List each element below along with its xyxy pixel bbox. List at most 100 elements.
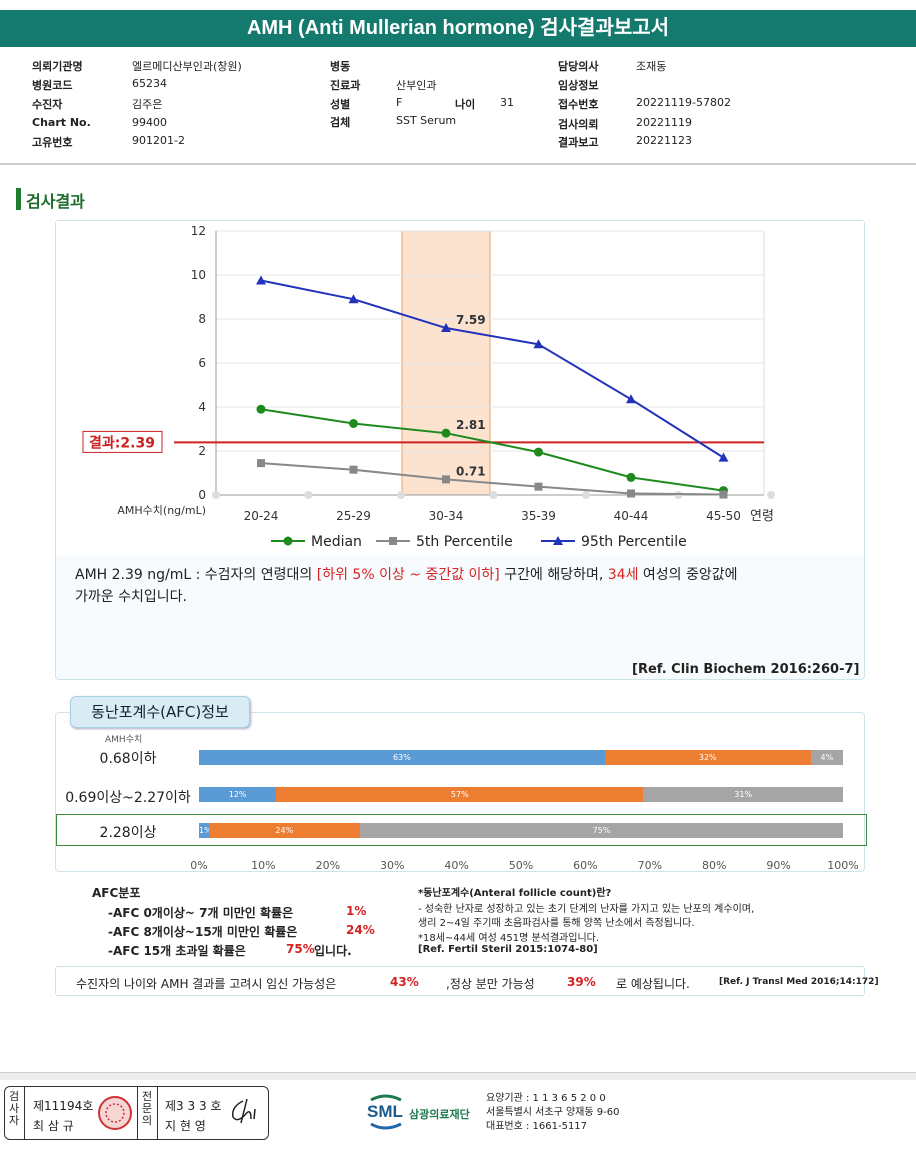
series-point	[256, 404, 266, 414]
afc-x-tick: 40%	[444, 859, 469, 872]
value-report-date: 20221123	[636, 134, 692, 147]
doctor-label: 전문의	[141, 1090, 153, 1127]
divider	[157, 1087, 158, 1139]
afc-x-tick: 60%	[573, 859, 598, 872]
series-point	[441, 323, 451, 333]
afc-dist-3: -AFC 15개 초과일 확률은 75% 입니다.	[108, 942, 352, 959]
desc-range: [하위 5% 이상 ~ 중간값 이하]	[316, 567, 500, 583]
afc-x-tick: 50%	[508, 859, 534, 872]
desc-part3: 구간에 해당하며,	[499, 567, 608, 583]
data-label: 7.59	[456, 313, 486, 327]
data-label: 2.81	[456, 418, 486, 432]
divider	[24, 1087, 25, 1139]
label-chart-no: Chart No.	[32, 116, 91, 129]
org-name: 삼광의료재단	[409, 1108, 470, 1121]
addr-line-2: 서울특별시 서초구 양재동 9-60	[486, 1107, 620, 1118]
afc-note-1: *동난포계수(Anteral follicle count)란?	[418, 888, 612, 899]
afc-segment: 1%	[199, 823, 209, 838]
label-request-date: 검사의뢰	[558, 118, 599, 131]
x-axis-dot	[304, 491, 313, 499]
sml-logo-icon	[370, 1094, 402, 1130]
x-tick-label: 40-44	[614, 509, 649, 523]
afc-dist-1: -AFC 0개이상~ 7개 미만인 확률은 1%	[108, 904, 366, 921]
label-specimen: 검체	[330, 116, 351, 129]
afc-dist-1-text: -AFC 0개이상~ 7개 미만인 확률은	[108, 906, 294, 920]
afc-note-ref: [Ref. Fertil Steril 2015:1074-80]	[418, 944, 598, 955]
series-point	[256, 275, 266, 285]
afc-x-tick: 10%	[251, 859, 276, 872]
afc-x-tick: 20%	[315, 859, 341, 872]
afc-x-tick: 30%	[379, 859, 405, 872]
label-receipt-no: 접수번호	[558, 98, 599, 111]
y-tick-label: 10	[191, 268, 206, 282]
series-point	[534, 447, 543, 457]
series-point	[718, 452, 729, 462]
series-point	[349, 465, 358, 474]
preg-text-1: 수진자의 나이와 AMH 결과를 고려시 임신 가능성은	[76, 977, 337, 991]
label-report-date: 결과보고	[558, 136, 599, 149]
section-title: 검사결과	[26, 192, 85, 211]
afc-x-tick: 90%	[766, 859, 791, 872]
report-title: AMH (Anti Mullerian hormone) 검사결과보고서	[0, 10, 916, 47]
afc-note-3: 생리 2~4일 주기때 초음파검사를 통해 양쪽 난소에서 측정됩니다.	[418, 918, 695, 929]
data-label: 0.71	[456, 464, 486, 478]
value-doctor: 조재동	[636, 60, 667, 73]
y-tick-label: 0	[198, 488, 206, 502]
legend-marker	[283, 536, 293, 546]
x-tick-label: 30-34	[429, 509, 464, 523]
lab-name: 최 삼 규	[33, 1119, 74, 1133]
x-axis-dot	[582, 491, 590, 499]
preg-value-2: 39%	[567, 975, 596, 989]
footer-divider	[0, 1072, 916, 1080]
x-axis-dot	[212, 491, 220, 499]
y-tick-label: 6	[198, 356, 206, 370]
doctor-license: 제3 3 3 호	[165, 1099, 222, 1113]
x-tick-label: 25-29	[336, 509, 371, 523]
series-point	[627, 489, 635, 498]
label-age: 나이	[455, 98, 476, 111]
y-tick-label: 4	[198, 400, 206, 414]
afc-dist-1-pct: 1%	[346, 904, 367, 918]
label-ward: 병동	[330, 60, 351, 73]
x-tick-label: 35-39	[521, 509, 556, 523]
afc-dist-3-pct: 75%	[286, 942, 315, 956]
series-point	[257, 459, 265, 468]
series-point	[626, 394, 636, 404]
label-institution: 의뢰기관명	[32, 60, 83, 73]
value-specimen: SST Serum	[396, 114, 457, 127]
afc-bar-3: 1%24%75%	[199, 823, 843, 838]
label-patient: 수진자	[32, 98, 63, 111]
desc-part5: 여성의 중앙값에	[638, 567, 738, 583]
desc-part6: 가까운 수치입니다.	[75, 589, 187, 605]
afc-segment: 31%	[643, 787, 843, 802]
reference-clin-biochem: [Ref. Clin Biochem 2016:260-7]	[632, 662, 860, 677]
afc-note-4: *18세~44세 여성 451명 분석결과입니다.	[418, 933, 600, 944]
value-chart-no: 99400	[132, 116, 167, 129]
doctor-name: 지 현 영	[165, 1119, 206, 1133]
preg-value-1: 43%	[390, 975, 419, 989]
y-tick-label: 2	[198, 444, 206, 458]
lab-license: 제11194호	[33, 1099, 94, 1113]
desc-age: 34세	[607, 567, 639, 583]
afc-row-label-3: 2.28이상	[99, 825, 157, 841]
y-tick-label: 12	[191, 224, 206, 238]
afc-dist-2-pct: 24%	[346, 923, 375, 937]
sml-logo: SML 삼광의료재단	[365, 1092, 485, 1136]
label-sex: 성별	[330, 98, 351, 111]
afc-note-2: - 성숙한 난자로 성장하고 있는 초기 단계의 난자를 가지고 있는 난포의 …	[418, 904, 755, 915]
result-label-box	[82, 430, 163, 453]
afc-x-tick: 80%	[701, 859, 727, 872]
series-line-1	[260, 462, 724, 496]
afc-highlight-row	[56, 814, 867, 846]
value-unique-no: 901201-2	[132, 134, 185, 147]
chart-area: 0 2 4 6 8 10 12 20-24 25-29 30-34 35-39 40-44 45-50 연…	[56, 221, 864, 556]
section-marker	[16, 188, 21, 210]
afc-dist-3-tail: 입니다.	[314, 944, 352, 958]
series-point	[441, 428, 451, 438]
legend-label: Median	[311, 534, 362, 550]
afc-bar-2: 12% 57% 31%	[199, 787, 843, 802]
x-tick-label: 20-24	[244, 509, 279, 523]
x-axis-dot	[489, 491, 498, 499]
label-department: 진료과	[330, 79, 361, 92]
addr-line-3: 대표번호 : 1661-5117	[486, 1121, 588, 1132]
